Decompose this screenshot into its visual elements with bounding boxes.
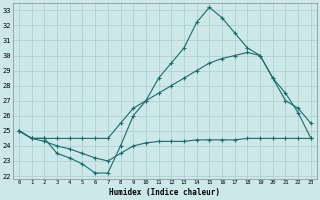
X-axis label: Humidex (Indice chaleur): Humidex (Indice chaleur) — [109, 188, 220, 197]
